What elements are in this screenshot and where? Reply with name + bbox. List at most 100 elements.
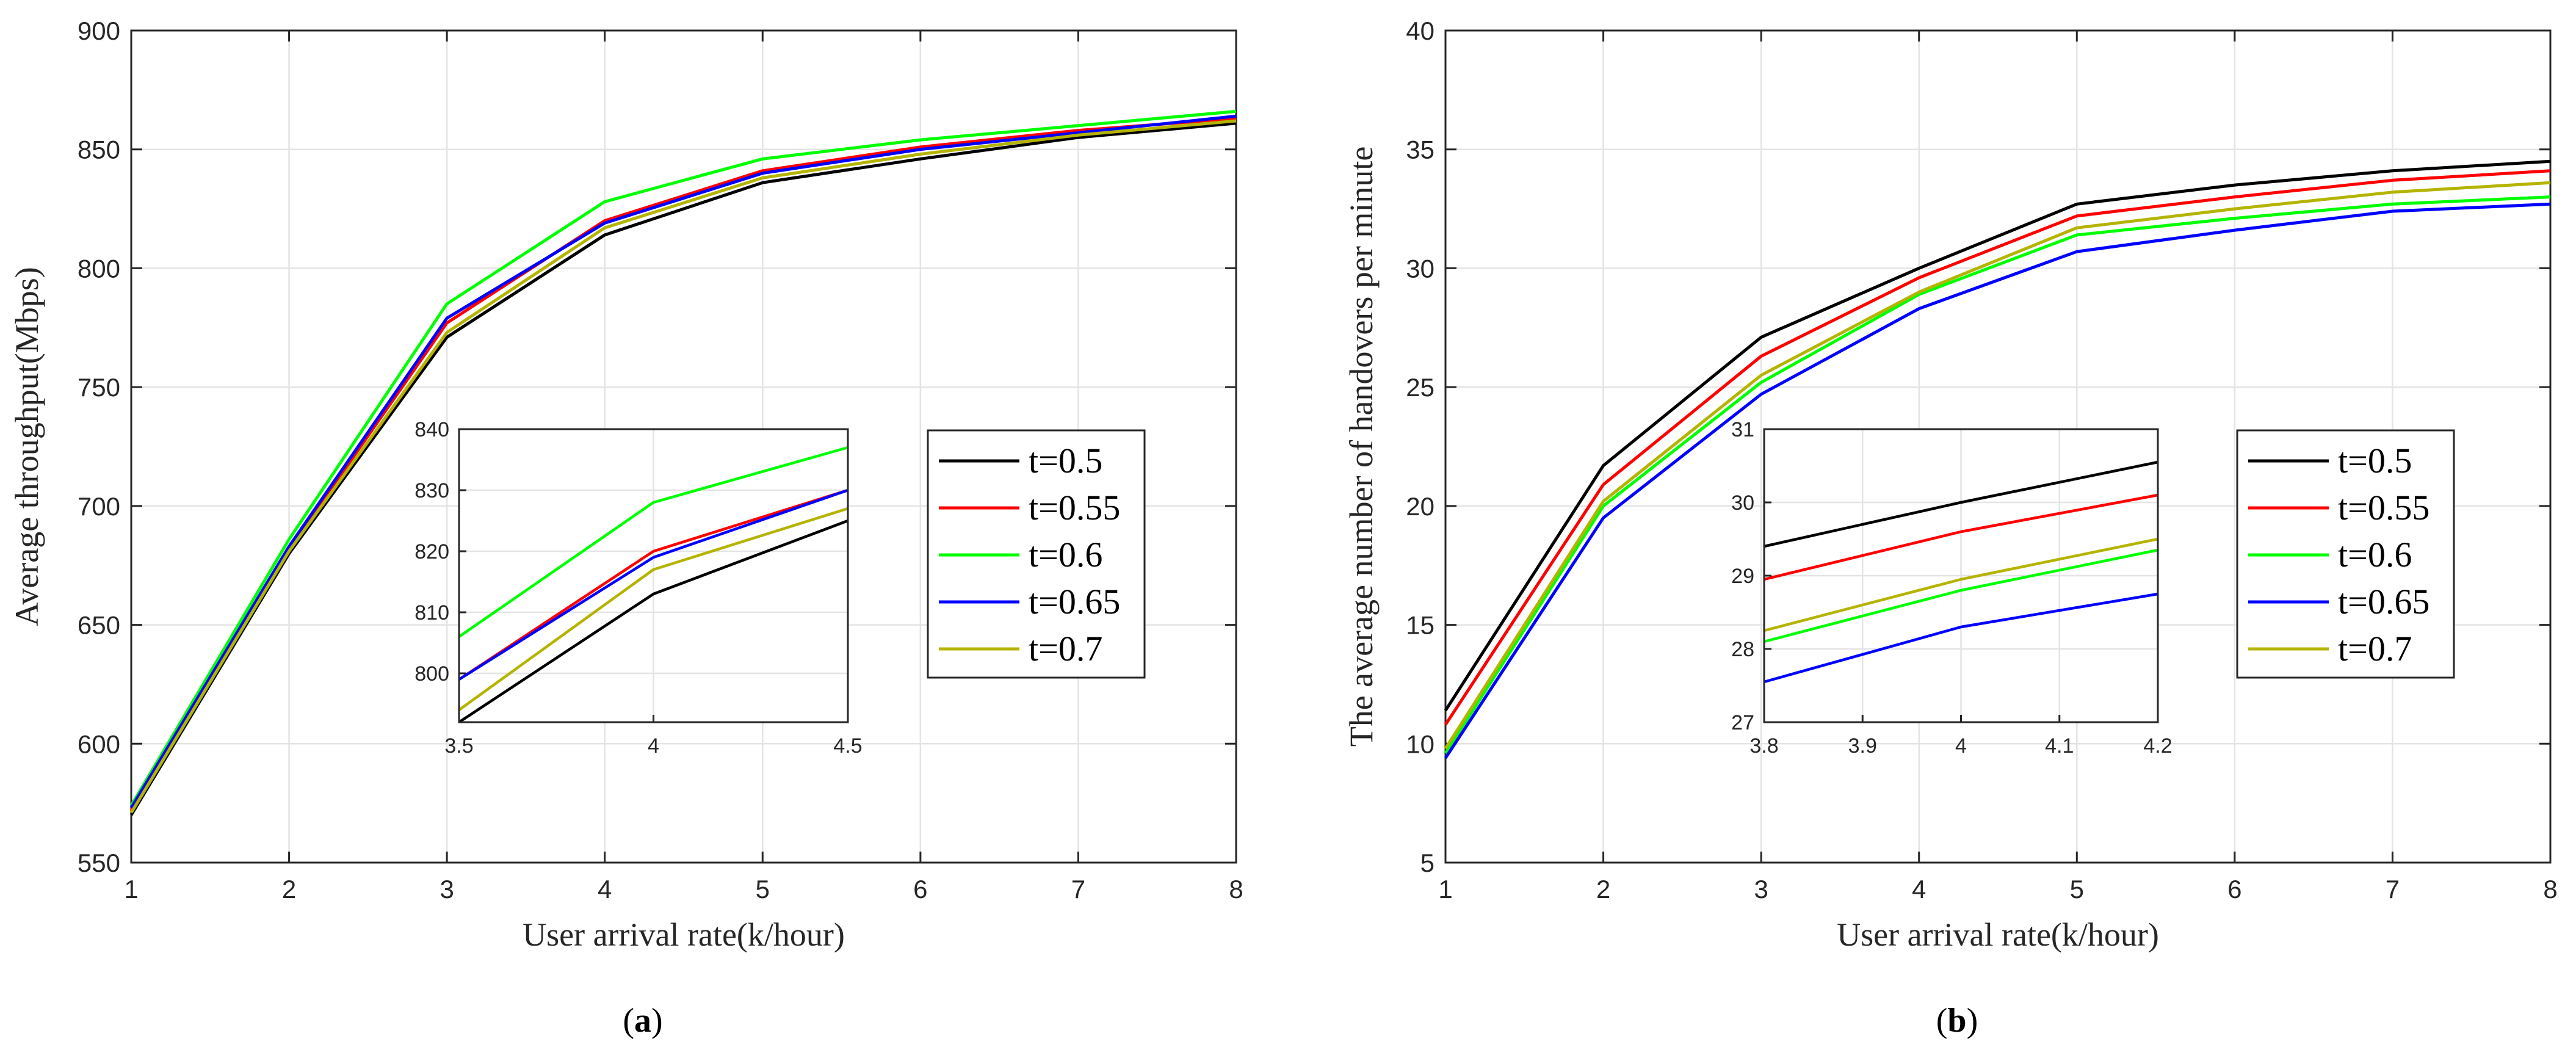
- caption-part: (: [1936, 1002, 1948, 1040]
- caption-part: a: [634, 1002, 651, 1040]
- inset-y-tick-label: 29: [1731, 565, 1754, 588]
- inset-y-tick-label: 840: [414, 418, 449, 441]
- inset-y-tick-label: 31: [1731, 418, 1754, 441]
- legend: t=0.5 t=0.55 t=0.6 t=0.65 t=0.7: [2236, 429, 2455, 679]
- inset-x-tick-label: 3.8: [1749, 734, 1778, 758]
- legend-label: t=0.55: [1029, 488, 1120, 527]
- y-tick-label: 550: [78, 849, 120, 877]
- y-tick-label: 900: [78, 16, 120, 45]
- legend-label: t=0.7: [2338, 629, 2412, 668]
- y-tick-label: 600: [78, 730, 120, 758]
- legend-label: t=0.6: [1029, 535, 1102, 574]
- legend-label: t=0.5: [1029, 441, 1102, 480]
- inset-series-line-t=0.6: [458, 446, 848, 638]
- x-tick-label: 4: [1912, 875, 1926, 903]
- inset-series-line-t=0.65: [458, 488, 848, 681]
- caption-part: (: [623, 1002, 634, 1040]
- inset-y-tick-label: 820: [414, 540, 449, 563]
- y-tick-label: 750: [78, 373, 120, 402]
- inset-x-tick-label: 4.5: [833, 734, 862, 758]
- inset-x-tick-label: 4: [1955, 734, 1967, 758]
- y-tick-label: 10: [1406, 730, 1435, 758]
- plot-frame: [1444, 29, 2552, 864]
- legend: t=0.5 t=0.55 t=0.6 t=0.65 t=0.7: [927, 429, 1146, 679]
- inset-series-line-t=0.6: [1764, 548, 2158, 643]
- inset-series-line-t=0.55: [458, 488, 848, 681]
- series-line-t=0.65: [1444, 202, 2551, 759]
- series-line-t=0.55: [129, 117, 1237, 811]
- caption-part: ): [651, 1002, 663, 1040]
- legend-label: t=0.55: [2338, 488, 2429, 527]
- plot-frame: [130, 29, 1237, 864]
- inset-panel: 3.5 4 4.5 800 810 820 830 840: [414, 418, 862, 758]
- legend-label: t=0.7: [1029, 629, 1102, 668]
- inset-y-tick-label: 800: [414, 662, 449, 686]
- series-line-t=0.6: [1444, 195, 2551, 755]
- inset-series-line-t=0.7: [458, 507, 848, 711]
- x-tick-label: 5: [2070, 875, 2084, 903]
- x-tick-label: 2: [282, 875, 296, 903]
- series-line-t=0.7: [1444, 181, 2551, 750]
- x-tick-label: 1: [124, 875, 138, 903]
- legend-label: t=0.5: [2338, 441, 2412, 480]
- series-line-t=0.7: [129, 119, 1237, 814]
- legend-label: t=0.65: [1029, 582, 1120, 621]
- x-axis-title: User arrival rate(k/hour): [1837, 916, 2159, 953]
- inset-x-tick-label: 3.9: [1848, 734, 1877, 758]
- series-line-t=0.6: [129, 109, 1237, 806]
- inset-series-line-t=0.5: [458, 519, 848, 723]
- y-tick-label: 35: [1406, 136, 1435, 164]
- inset-y-tick-label: 30: [1731, 491, 1754, 515]
- y-tick-label: 40: [1406, 16, 1435, 45]
- x-tick-label: 8: [1229, 875, 1243, 903]
- y-axis-title: The average number of handovers per minu…: [1343, 147, 1380, 747]
- series-line-t=0.5: [129, 121, 1237, 816]
- y-tick-label: 850: [78, 136, 120, 164]
- y-tick-label: 20: [1406, 492, 1435, 521]
- inset-series-line-t=0.65: [1764, 592, 2158, 684]
- y-tick-label: 700: [78, 492, 120, 521]
- series-line-t=0.65: [129, 114, 1237, 809]
- inset-y-tick-label: 830: [414, 479, 449, 502]
- x-tick-label: 6: [913, 875, 927, 903]
- x-tick-label: 1: [1438, 875, 1452, 903]
- series-line-t=0.5: [1444, 159, 2551, 712]
- inset-panel: 3.8 3.9 4 4.1 4.2 27 28 29 30 31: [1731, 418, 2172, 758]
- x-tick-label: 3: [1754, 875, 1768, 903]
- inset-x-tick-label: 3.5: [444, 734, 473, 758]
- caption-part: b: [1947, 1002, 1966, 1040]
- x-axis-title: User arrival rate(k/hour): [523, 916, 845, 953]
- x-tick-label: 6: [2227, 875, 2241, 903]
- y-tick-label: 800: [78, 254, 120, 283]
- legend-label: t=0.6: [2338, 535, 2412, 574]
- y-axis-title: Average throughput(Mbps): [9, 267, 45, 626]
- inset-series-line-t=0.7: [1764, 537, 2158, 632]
- inset-x-tick-label: 4: [648, 734, 659, 758]
- inset-series-line-t=0.5: [1764, 460, 2158, 548]
- y-tick-label: 30: [1406, 254, 1435, 283]
- panel-caption: (b): [1936, 1002, 1978, 1040]
- x-tick-label: 7: [2386, 875, 2400, 903]
- inset-y-tick-label: 27: [1731, 711, 1754, 734]
- y-tick-label: 650: [78, 611, 120, 640]
- y-tick-label: 5: [1420, 849, 1435, 877]
- inset-series-line-t=0.55: [1764, 493, 2158, 581]
- inset-x-tick-label: 4.1: [2045, 734, 2074, 758]
- inset-y-tick-label: 28: [1731, 638, 1754, 661]
- inset-y-tick-label: 810: [414, 601, 449, 625]
- inset-x-tick-label: 4.2: [2143, 734, 2172, 758]
- x-tick-label: 2: [1596, 875, 1610, 903]
- x-tick-label: 8: [2543, 875, 2557, 903]
- y-tick-label: 15: [1406, 611, 1435, 640]
- panel-caption: (a): [623, 1002, 662, 1040]
- series-line-t=0.55: [1444, 169, 2551, 726]
- x-tick-label: 4: [598, 875, 612, 903]
- panel-a: 1 2 3 4 5 6 7 8 550 600 650 700 750 800 850 900 User arr…: [9, 16, 1243, 1040]
- x-tick-label: 7: [1071, 875, 1085, 903]
- panel-b: 1 2 3 4 5 6 7 8 5 10 15 20 25 30 35 40 User arrival rate…: [1343, 16, 2558, 1040]
- legend-label: t=0.65: [2338, 582, 2429, 621]
- x-tick-label: 5: [756, 875, 770, 903]
- x-tick-label: 3: [440, 875, 454, 903]
- y-tick-label: 25: [1406, 373, 1435, 402]
